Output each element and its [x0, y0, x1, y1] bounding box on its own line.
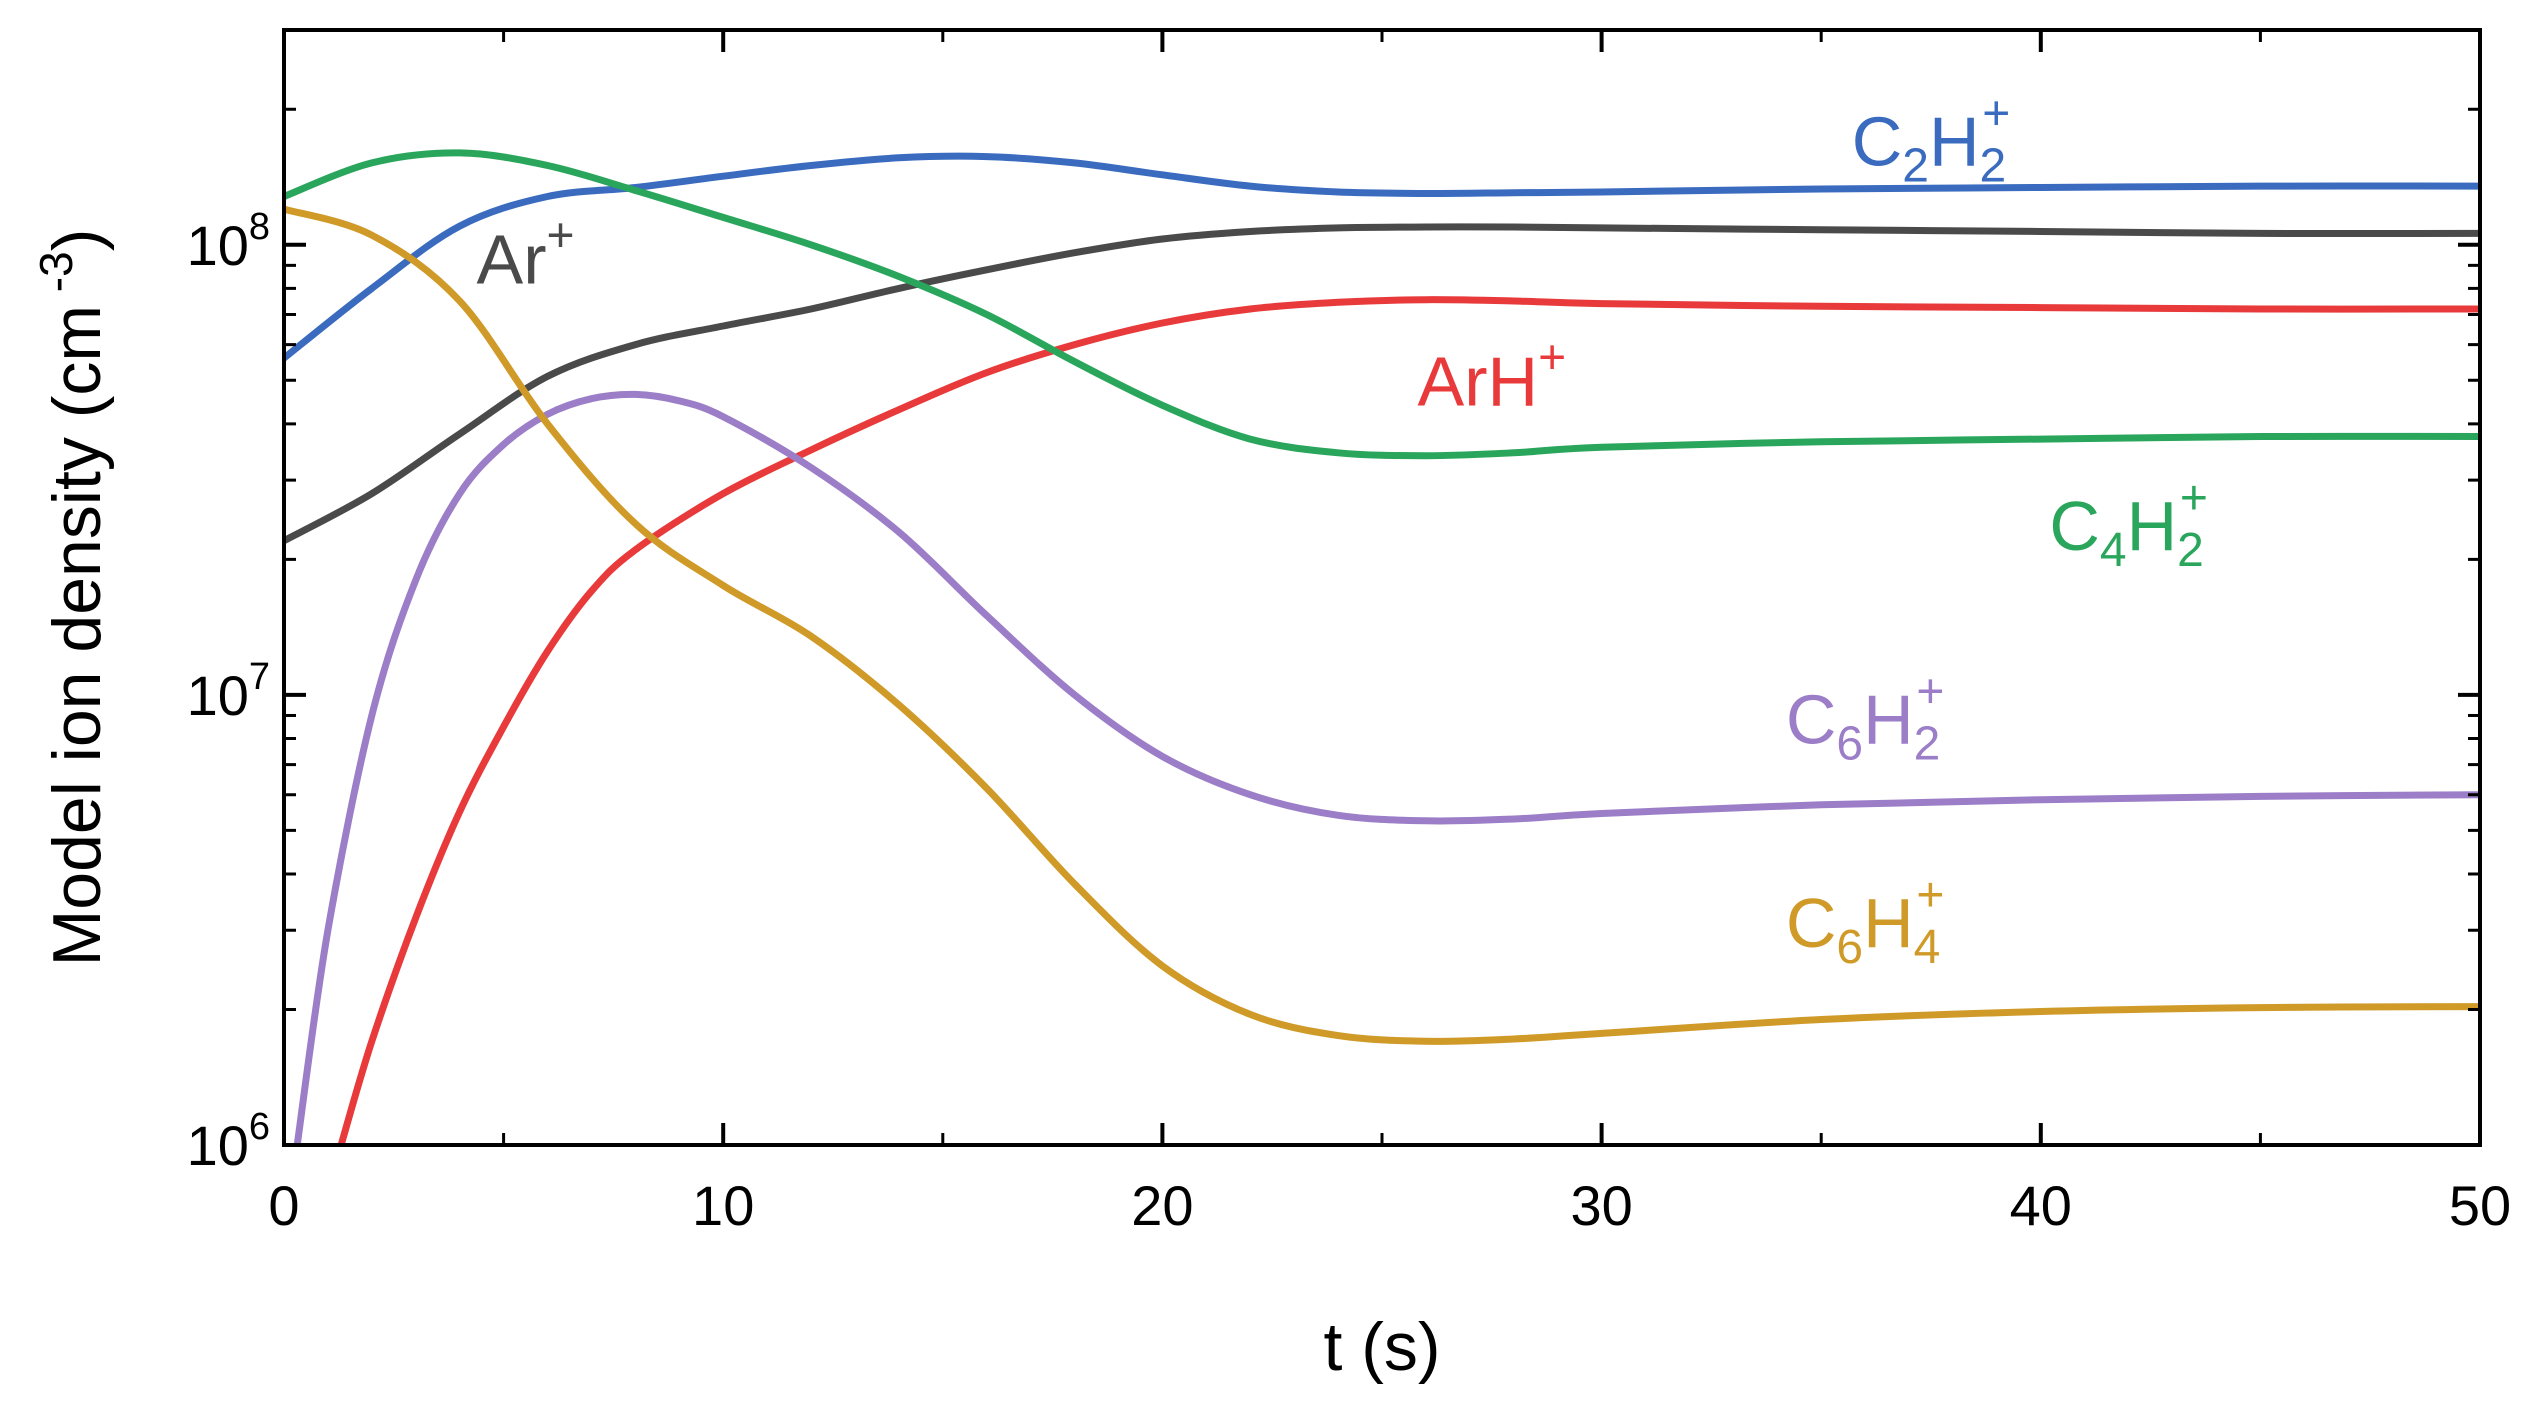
- y-axis-label: Model ion density (cm -3): [30, 229, 115, 967]
- series-line-c6h4-plus: [284, 205, 2480, 1045]
- series-line-ar-plus: [284, 223, 2480, 545]
- y-tick-label: 106: [187, 1106, 270, 1177]
- series-label-c2h2-plus: C2H2+: [1852, 87, 2011, 192]
- x-tick-label: 0: [268, 1174, 299, 1237]
- series-line-c6h2-plus: [293, 390, 2480, 1145]
- x-axis-label: t (s): [1323, 1309, 1440, 1385]
- series-label-ar-plus: Ar+: [477, 210, 575, 299]
- series-label-c6h4-plus: C6H4+: [1786, 869, 1945, 974]
- series-line-c2h2-plus: [284, 152, 2480, 362]
- x-tick-label: 40: [2010, 1174, 2072, 1237]
- series-line-c4h2-plus: [284, 149, 2480, 460]
- x-tick-label: 30: [1570, 1174, 1632, 1237]
- plot-frame: [282, 28, 2482, 1147]
- y-tick-label: 108: [187, 206, 270, 277]
- axes-group: 0 10 20 30 40 50 106 107 108 t (s) Model ion densi…: [30, 28, 2511, 1385]
- series-line-arh-plus: [337, 296, 2480, 1145]
- series-label-arh-plus: ArH+: [1418, 331, 1567, 420]
- plot-series-group: [284, 149, 2480, 1145]
- x-tick-label: 10: [692, 1174, 754, 1237]
- series-label-c6h2-plus: C6H2+: [1786, 665, 1945, 770]
- series-labels-group: C2H2+ Ar+ ArH+ C4H2+ C6H2+ C6H4+: [477, 87, 2208, 974]
- y-tick-label: 107: [187, 656, 270, 727]
- x-tick-label: 50: [2449, 1174, 2511, 1237]
- series-label-c4h2-plus: C4H2+: [2049, 472, 2208, 577]
- x-tick-label: 20: [1131, 1174, 1193, 1237]
